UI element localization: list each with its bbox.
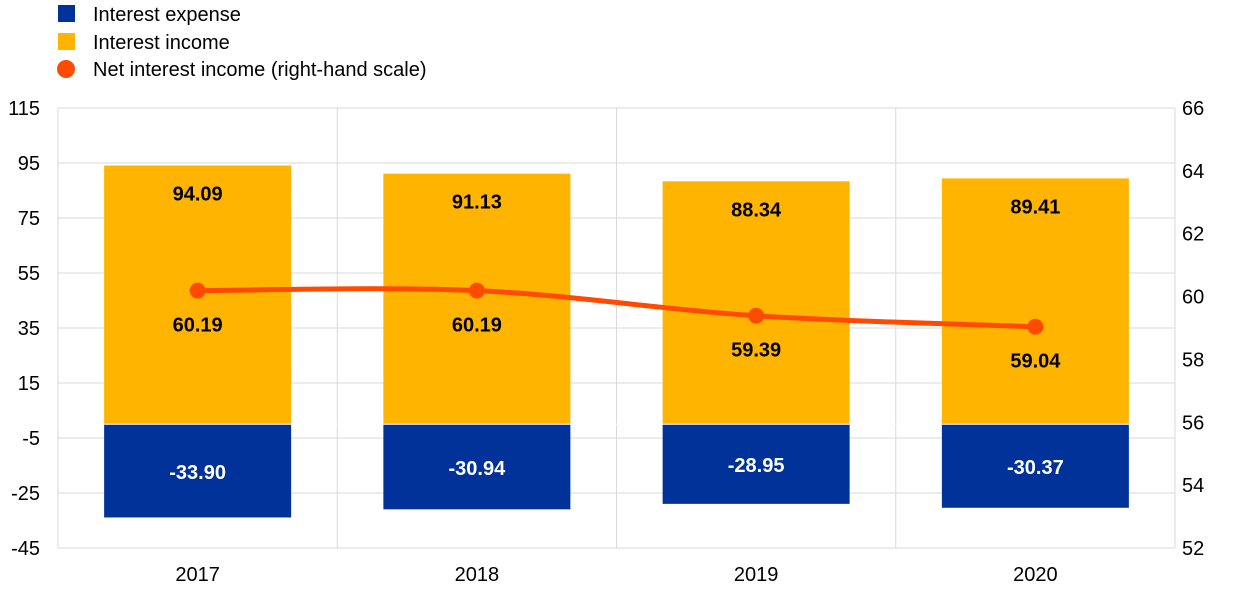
data-label-interest-income-2019: 88.34 — [731, 199, 782, 221]
bar-interest-expense-2019 — [662, 424, 850, 504]
y-right-tick-label: 58 — [1182, 349, 1204, 371]
y-right-tick-label: 60 — [1182, 287, 1204, 309]
y-left-tick-label: -25 — [11, 483, 40, 505]
x-tick-label: 2019 — [734, 564, 779, 586]
data-label-net-interest-income-2020: 59.04 — [1010, 351, 1061, 373]
data-label-interest-income-2017: 94.09 — [173, 184, 223, 206]
bar-interest-income-2019 — [662, 181, 850, 425]
legend-swatch-interest-expense — [58, 5, 75, 22]
legend-item-net-interest-income: Net interest income (right-hand scale) — [57, 59, 426, 81]
y-right-tick-label: 52 — [1182, 538, 1204, 560]
line-net-interest-income — [195, 286, 1038, 330]
bar-interest-income-2020 — [941, 178, 1129, 425]
y-left-tick-label: 55 — [18, 263, 40, 285]
point-net-interest-income-2020 — [1027, 318, 1044, 335]
y-left-tick-label: -45 — [11, 538, 40, 560]
y-right-tick-label: 56 — [1182, 412, 1204, 434]
legend-label-interest-income: Interest income — [93, 32, 230, 54]
line-series — [189, 282, 1044, 335]
data-label-net-interest-income-2018: 60.19 — [452, 315, 502, 337]
x-tick-label: 2020 — [1013, 564, 1058, 586]
data-label-interest-expense-2018: -30.94 — [449, 458, 507, 480]
data-label-interest-income-2020: 89.41 — [1010, 196, 1060, 218]
bar-interest-expense-2017 — [104, 424, 292, 518]
data-label-interest-expense-2017: -33.90 — [169, 462, 226, 484]
point-net-interest-income-2017 — [189, 282, 206, 299]
bar-interest-income-2018 — [383, 173, 571, 425]
point-net-interest-income-2019 — [748, 307, 765, 324]
legend-item-interest-income: Interest income — [58, 32, 230, 54]
point-net-interest-income-2018 — [468, 282, 485, 299]
bar-interest-expense-2018 — [383, 424, 571, 510]
legend-label-interest-expense: Interest expense — [93, 4, 241, 26]
legend-swatch-net-interest-income — [57, 60, 75, 78]
y-left-tick-label: 35 — [18, 318, 40, 340]
bar-interest-expense-2020 — [941, 424, 1129, 508]
data-label-interest-expense-2020: -30.37 — [1007, 457, 1064, 479]
y-left-tick-label: 95 — [18, 153, 40, 175]
y-right-tick-label: 62 — [1182, 224, 1204, 246]
x-tick-label: 2017 — [175, 564, 220, 586]
legend-item-interest-expense: Interest expense — [58, 4, 241, 26]
y-right-tick-label: 66 — [1182, 98, 1204, 120]
legend: Interest expense Interest income Net int… — [57, 4, 426, 81]
legend-swatch-interest-income — [58, 33, 75, 50]
data-label-interest-expense-2019: -28.95 — [728, 455, 785, 477]
data-label-net-interest-income-2017: 60.19 — [173, 315, 223, 337]
y-left-tick-label: -5 — [22, 428, 40, 450]
x-tick-label: 2018 — [455, 564, 500, 586]
y-right-tick-label: 64 — [1182, 161, 1204, 183]
y-left-tick-label: 115 — [8, 98, 40, 120]
data-label-net-interest-income-2019: 59.39 — [731, 340, 781, 362]
bars — [104, 165, 1129, 518]
axes: 115 95 75 55 35 15 -5 -25 -45 66 64 62 60 58 56 54 52 201… — [8, 98, 1204, 586]
y-left-tick-label: 75 — [18, 208, 40, 230]
data-label-interest-income-2018: 91.13 — [452, 192, 502, 214]
y-right-tick-label: 54 — [1182, 475, 1204, 497]
legend-label-net-interest-income: Net interest income (right-hand scale) — [93, 59, 426, 81]
data-labels: -33.90 -30.94 -28.95 -30.37 94.09 91.13 88.34 8… — [169, 184, 1063, 484]
y-left-tick-label: 15 — [18, 373, 40, 395]
